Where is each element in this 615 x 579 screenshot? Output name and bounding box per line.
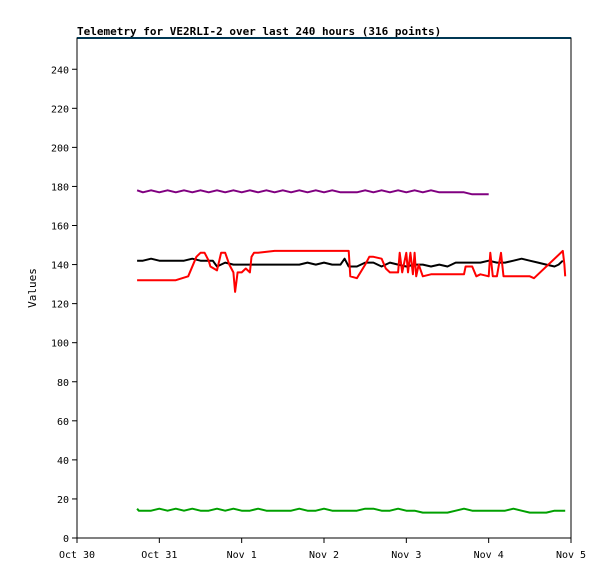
y-axis-label: Values: [26, 268, 39, 308]
y-tick-label: 0: [63, 534, 69, 545]
y-tick-label: 20: [57, 495, 69, 506]
y-tick-label: 80: [57, 378, 69, 389]
x-tick-label: Oct 30: [59, 550, 95, 561]
y-tick-label: 140: [51, 261, 69, 272]
y-tick-label: 240: [51, 65, 69, 76]
series-line: [136, 507, 566, 514]
series-layer: [136, 189, 567, 514]
y-tick-label: 100: [51, 339, 69, 350]
y-tick-label: 200: [51, 143, 69, 154]
series-0: [136, 189, 489, 196]
plot-frame: [76, 37, 572, 539]
y-tick-label: 220: [51, 104, 69, 115]
y-tick-label: 40: [57, 456, 69, 467]
x-axis: Oct 30 Oct 31 Nov 1 Nov 2 Nov 3 Nov 4 Nov 5: [59, 538, 586, 561]
y-tick-label: 120: [51, 300, 69, 311]
chart-title: Telemetry for VE2RLI-2 over last 240 hou…: [77, 25, 441, 38]
x-tick-label: Nov 4: [474, 550, 504, 561]
series-3: [136, 507, 566, 514]
y-tick-label: 160: [51, 222, 69, 233]
x-tick-label: Nov 5: [556, 550, 586, 561]
x-tick-label: Nov 2: [309, 550, 339, 561]
y-tick-label: 180: [51, 182, 69, 193]
series-line: [137, 249, 567, 293]
y-tick-label: 60: [57, 417, 69, 428]
y-axis: 0 20 40 60 80 100 120 140 160 180 200 220 240: [51, 65, 77, 545]
x-tick-label: Oct 31: [141, 550, 177, 561]
x-tick-label: Nov 3: [391, 550, 421, 561]
series-line: [136, 189, 489, 196]
series-2: [137, 249, 567, 293]
x-tick-label: Nov 1: [227, 550, 257, 561]
